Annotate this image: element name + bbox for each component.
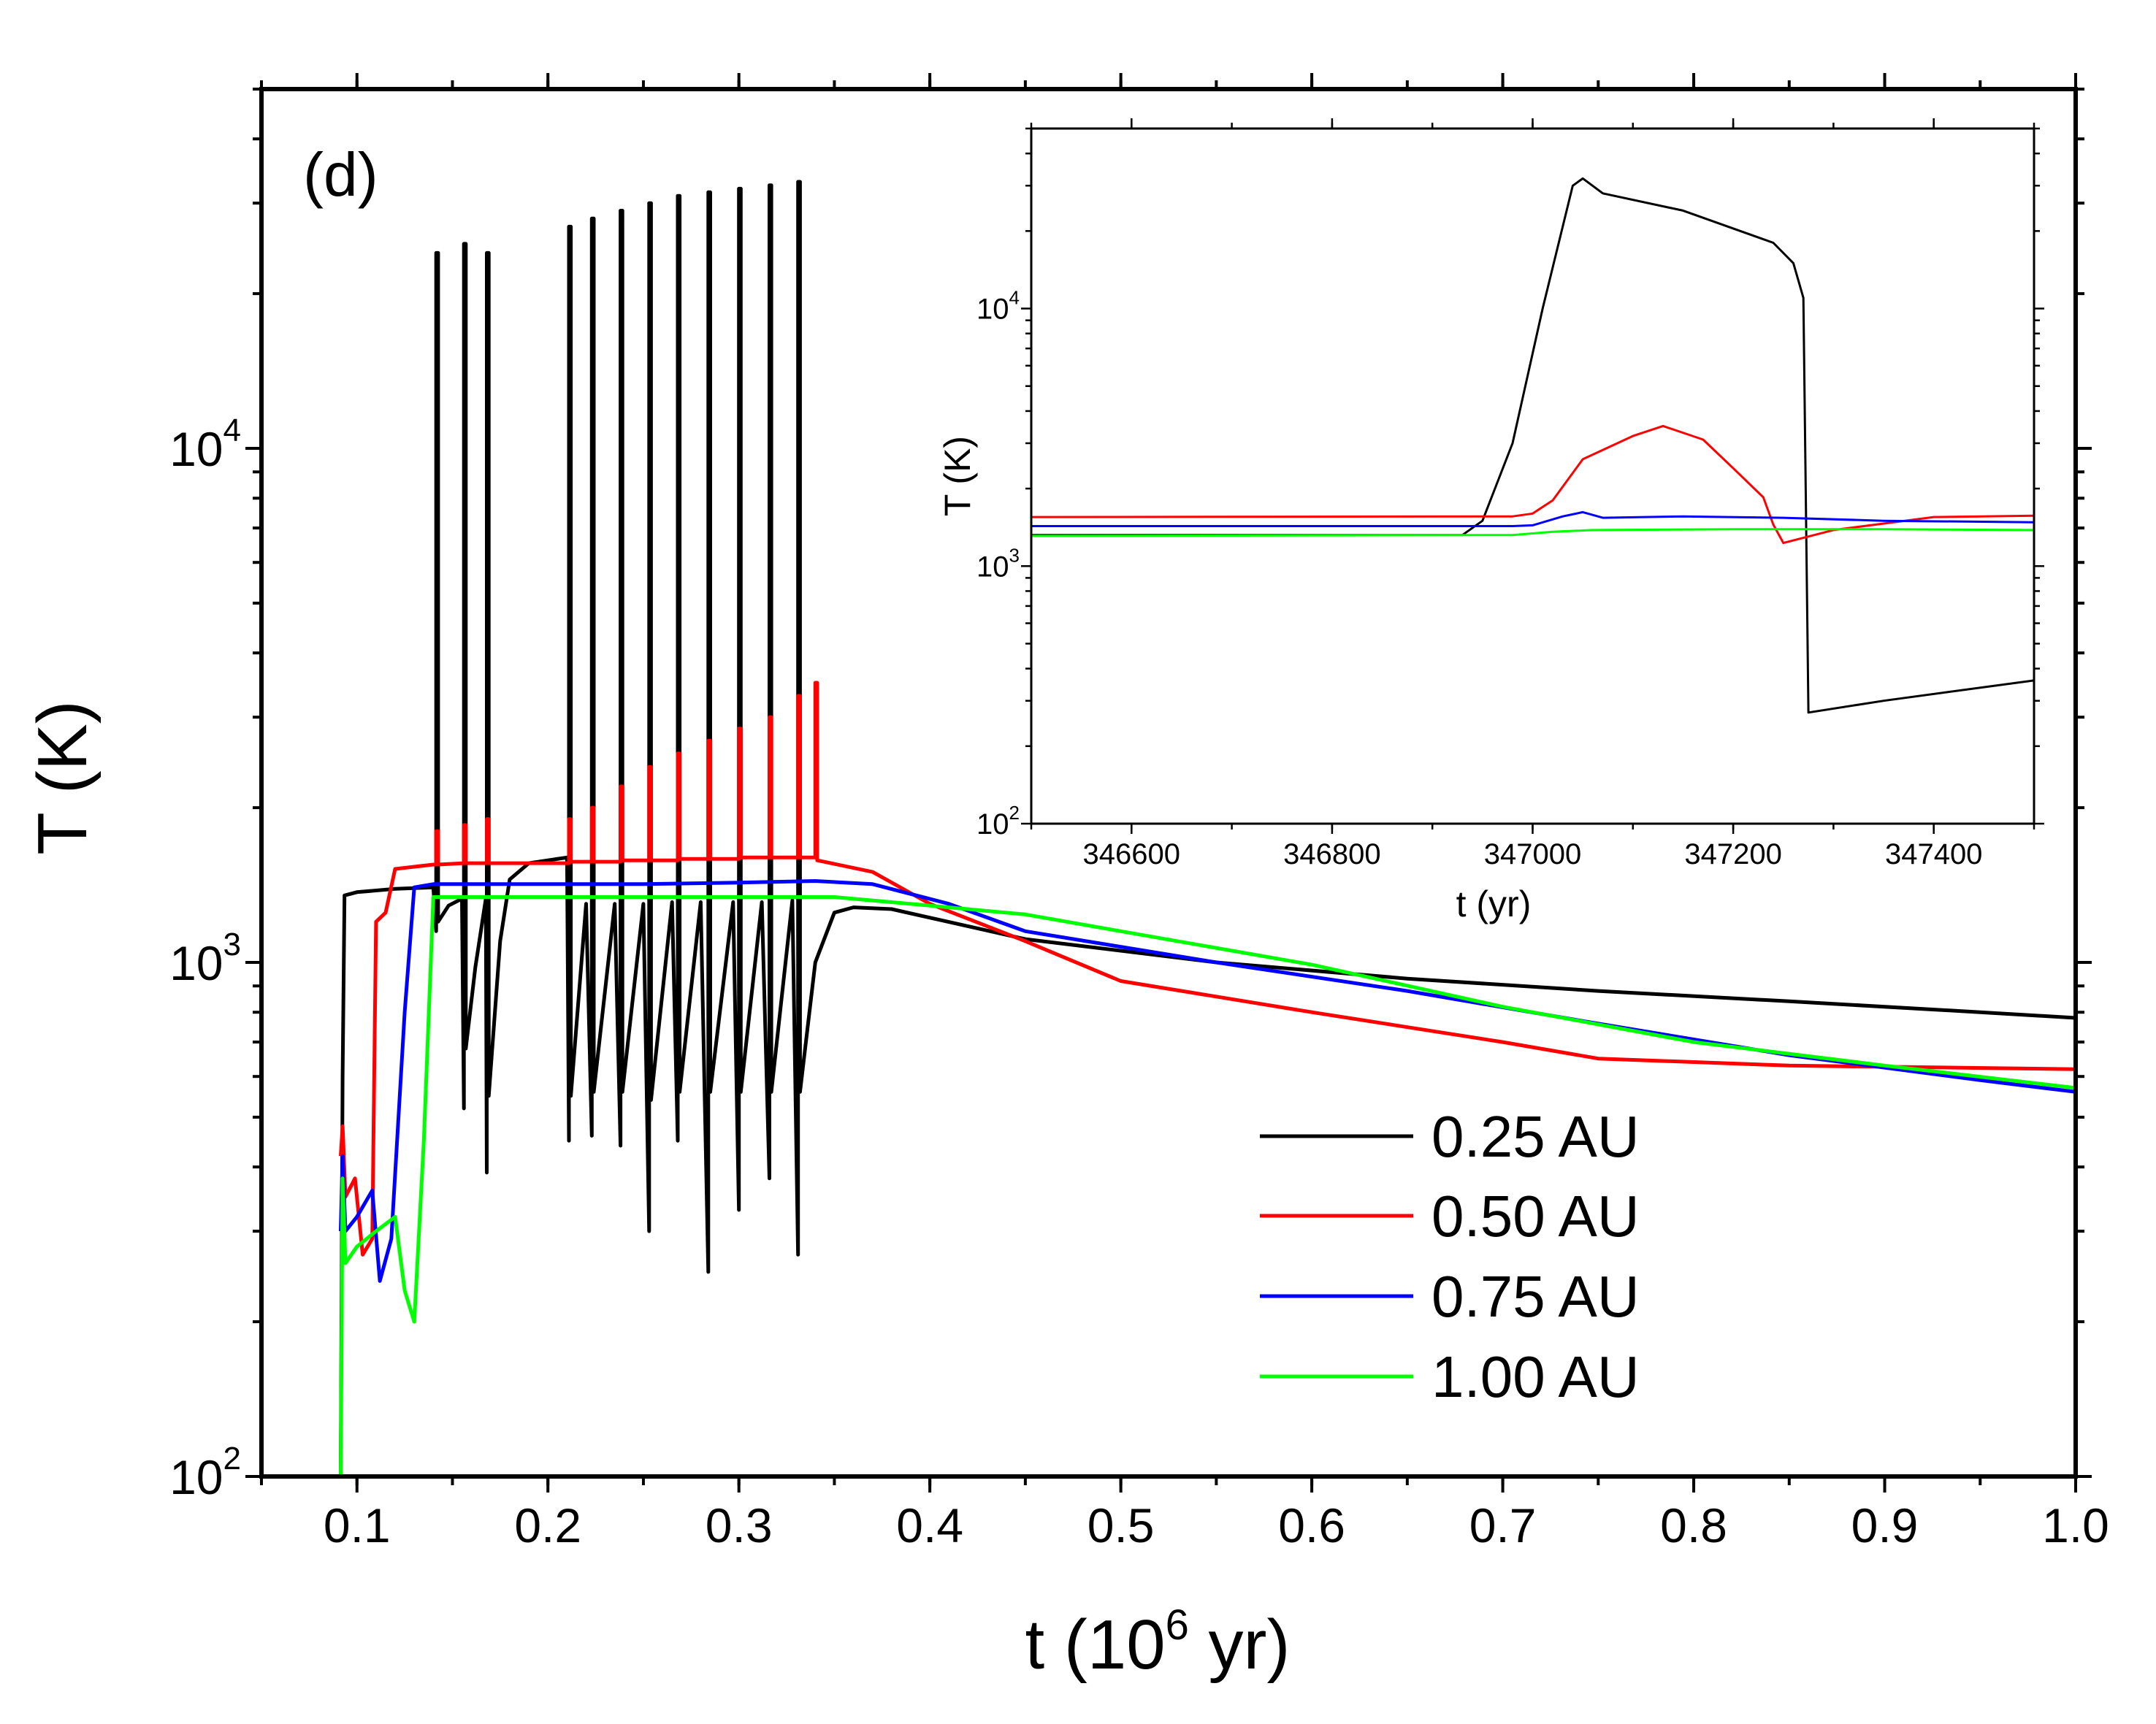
inset-series-0.25-au (1031, 177, 2034, 714)
main-y-tick-label: 102 (169, 1441, 241, 1504)
inset-series-0.50-au (1031, 424, 2034, 545)
main-chart: 0.1 0.2 0.3 0.4 0.5 0.6 0.7 0.8 0.9 1.0102103104 … (23, 73, 2109, 1684)
inset-y-tick-base: 10 (976, 551, 1009, 583)
inset-x-tick-label: 347200 (1684, 838, 1781, 870)
inset-x-tick-label: 346800 (1283, 838, 1380, 870)
inset-y-tick-label: 104 (976, 287, 1020, 326)
inset-y-tick-base: 10 (976, 808, 1009, 840)
main-x-axis-label-start: t (10 (1025, 1606, 1166, 1684)
inset-y-tick-label: 102 (976, 802, 1020, 840)
legend-label-0.25-au: 0.25 AU (1431, 1104, 1640, 1169)
inset-x-axis-label: t (yr) (1456, 884, 1532, 924)
main-y-tick-base: 10 (169, 1450, 223, 1504)
main-series-group (339, 180, 2076, 1476)
main-x-tick-label: 0.5 (1087, 1498, 1155, 1552)
inset-x-tick-label: 347000 (1484, 838, 1581, 870)
legend-label-0.75-au: 0.75 AU (1431, 1264, 1640, 1329)
main-x-tick-label: 0.1 (324, 1498, 391, 1552)
main-x-axis-label-exponent: 6 (1166, 1601, 1189, 1649)
panel-label: (d) (303, 140, 378, 209)
main-x-tick-label: 0.3 (706, 1498, 773, 1552)
legend-label-1.00-au: 1.00 AU (1431, 1344, 1640, 1409)
inset-y-axis-label: T (K) (937, 436, 978, 516)
main-y-tick-exp: 4 (223, 413, 241, 448)
main-x-axis-label: t (106 yr) (1025, 1601, 1291, 1684)
inset-x-tick-label: 347400 (1885, 838, 1982, 870)
inset-y-tick-exp: 3 (1009, 544, 1020, 566)
main-x-tick-label: 0.6 (1278, 1498, 1345, 1552)
main-x-tick-label: 0.9 (1851, 1498, 1919, 1552)
inset-background (1031, 129, 2034, 824)
main-x-tick-label: 0.2 (514, 1498, 581, 1552)
inset-series-1.00-au (1031, 528, 2034, 537)
inset-series-0.75-au (1031, 510, 2034, 527)
main-series-0.50-au (339, 681, 2076, 1257)
main-y-tick-exp: 3 (223, 927, 241, 962)
main-x-tick-label: 0.4 (896, 1498, 963, 1552)
main-y-tick-label: 103 (169, 927, 241, 990)
inset-chart: 346600 346800 347000 347200 347400102103104 … (937, 118, 2044, 924)
main-x-tick-label: 0.7 (1469, 1498, 1537, 1552)
main-x-tick-label: 0.8 (1660, 1498, 1727, 1552)
inset-y-tick-exp: 4 (1009, 287, 1020, 309)
main-series-0.75-au (339, 879, 2076, 1283)
inset-y-tick-label: 103 (976, 544, 1020, 583)
main-series-1.00-au (339, 895, 2076, 1476)
inset-series-group (1031, 177, 2034, 714)
main-y-tick-base: 10 (169, 936, 223, 990)
legend: 0.25 AU 0.50 AU 0.75 AU 1.00 AU (1260, 1104, 1640, 1409)
main-x-axis-label-end: yr) (1189, 1606, 1291, 1684)
main-y-axis-label: T (K) (23, 700, 102, 855)
inset-x-tick-label: 346600 (1083, 838, 1180, 870)
legend-label-0.50-au: 0.50 AU (1431, 1184, 1640, 1249)
main-x-tick-label: 1.0 (2042, 1498, 2109, 1552)
main-plot-frame (259, 87, 2078, 1479)
main-y-tick-label: 104 (169, 413, 241, 476)
inset-y-tick-base: 10 (976, 294, 1009, 326)
main-y-tick-base: 10 (169, 422, 223, 476)
main-y-tick-exp: 2 (223, 1441, 241, 1476)
inset-y-tick-exp: 2 (1009, 802, 1020, 824)
